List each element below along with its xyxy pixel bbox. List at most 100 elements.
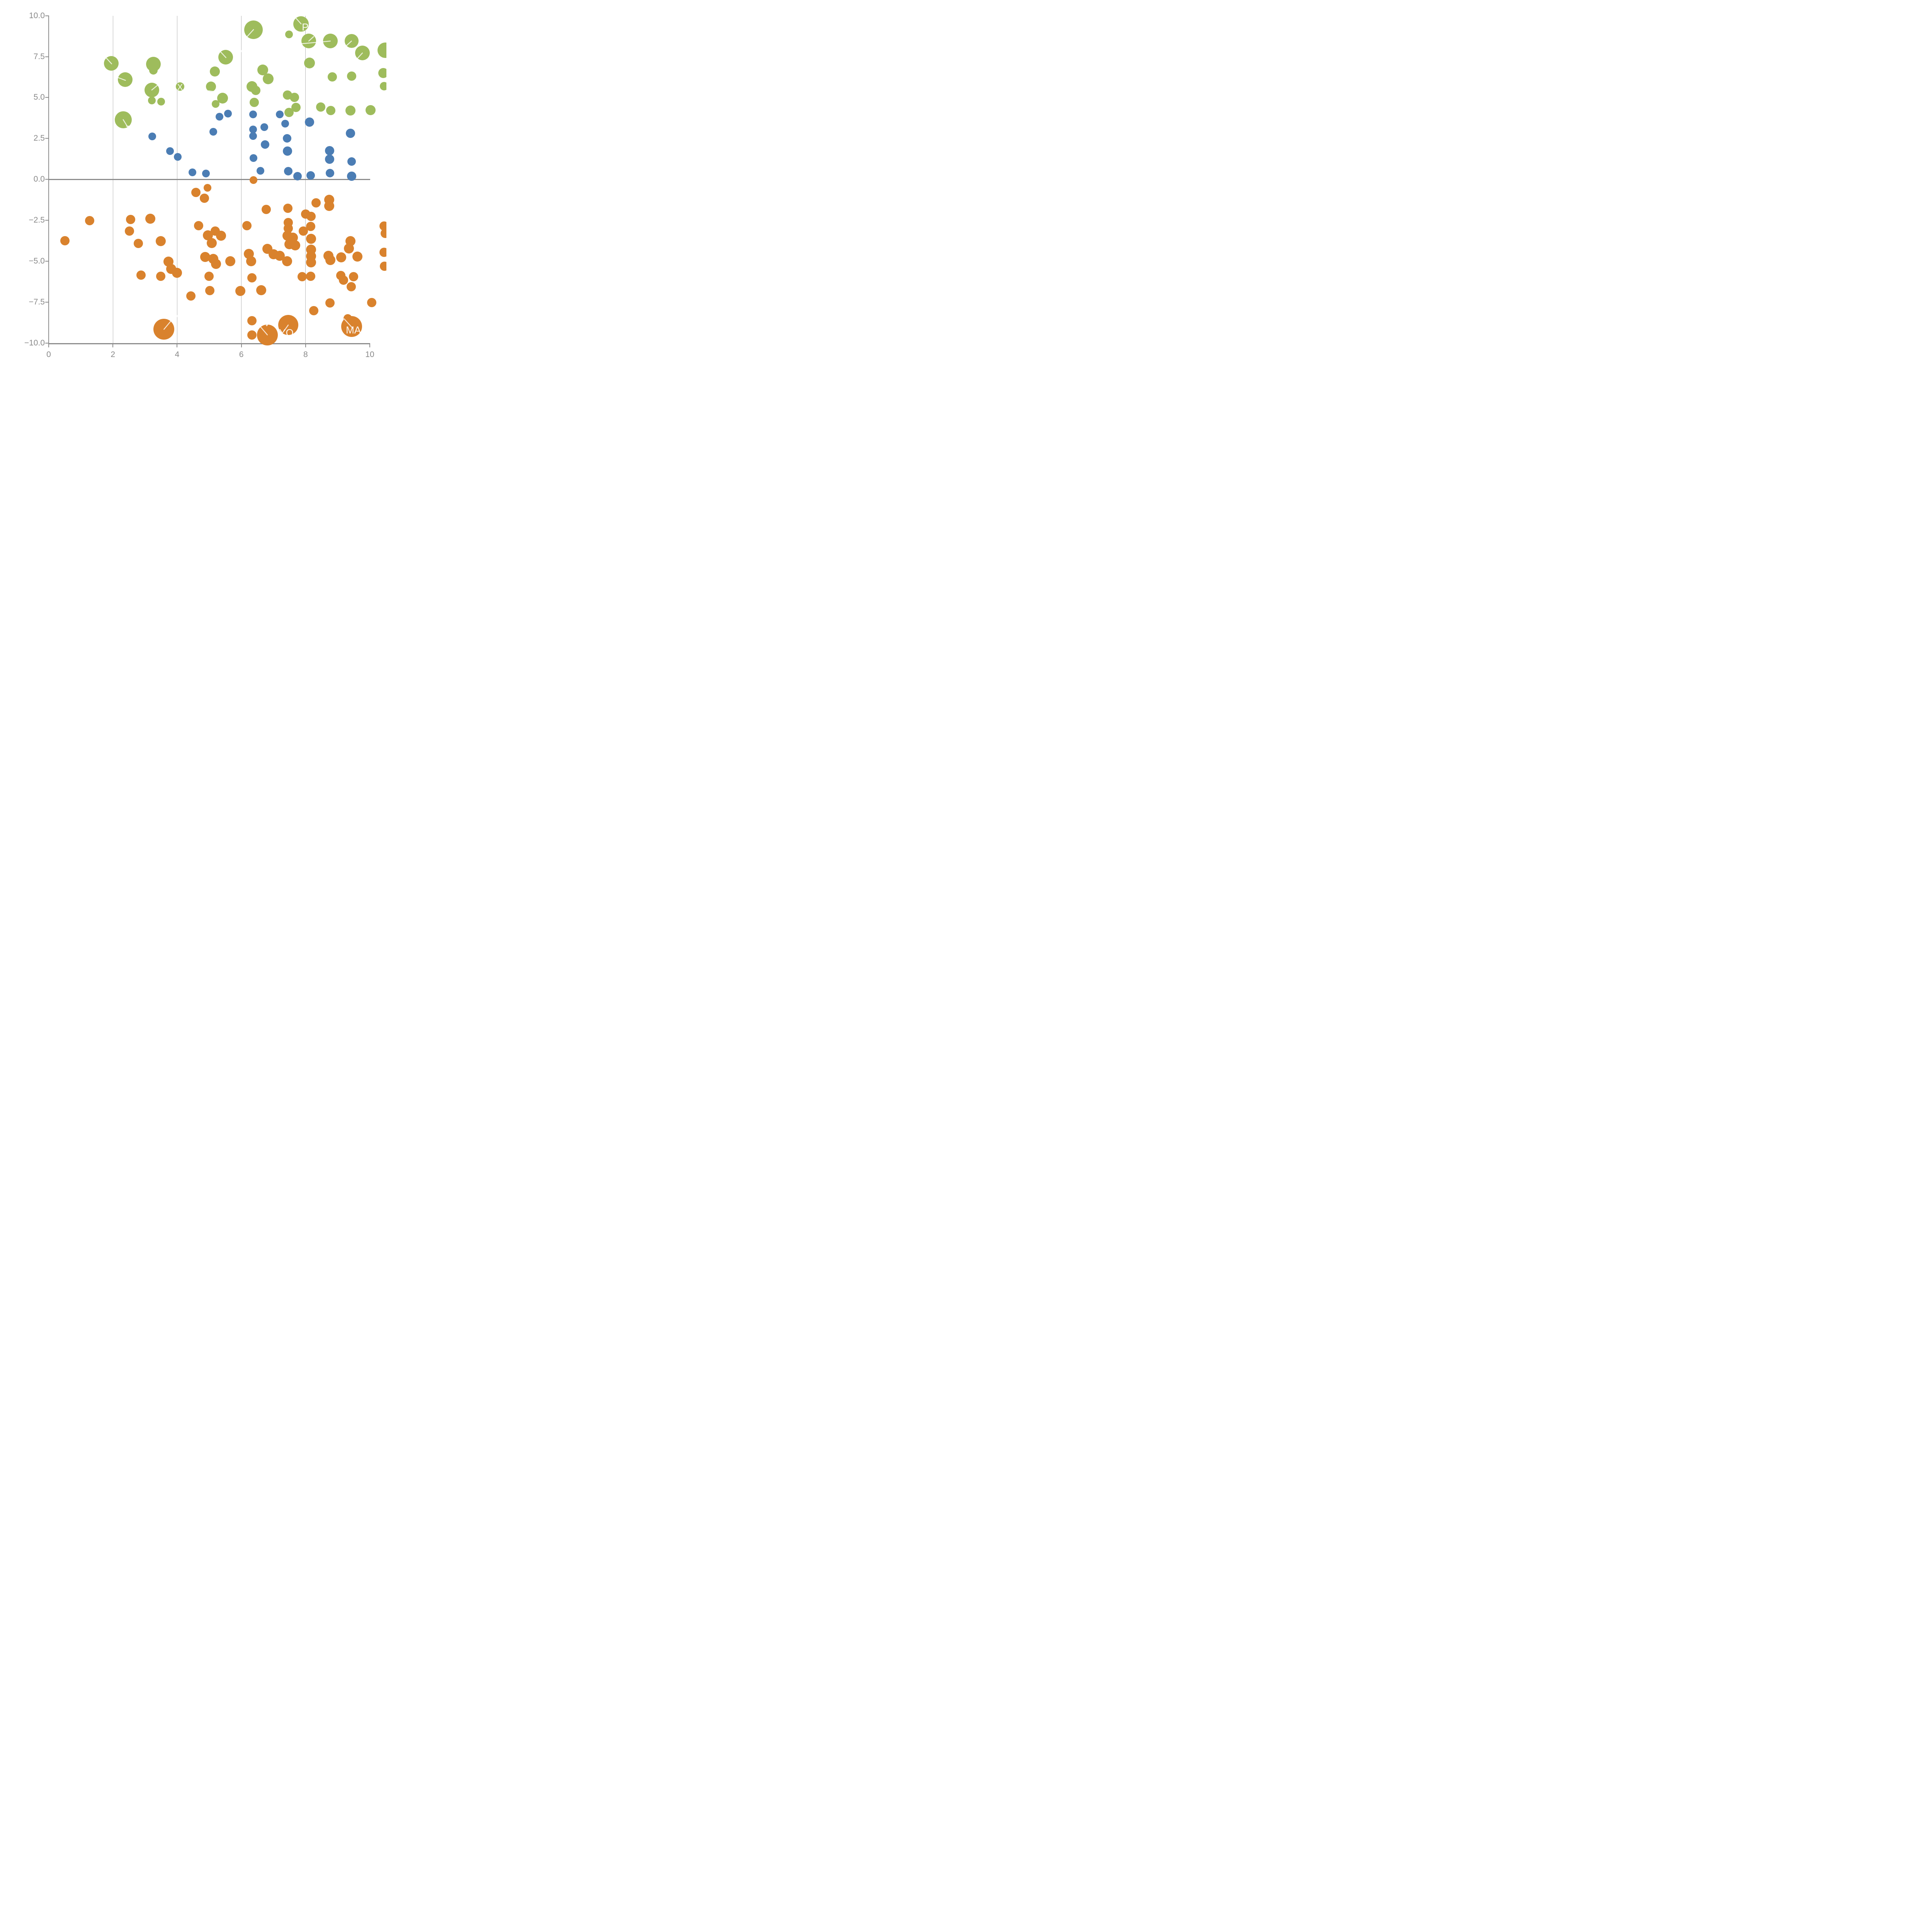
y-tick-label: 5.0 <box>33 93 45 102</box>
blue-cluster-point <box>189 168 197 176</box>
orange-cluster-point <box>247 316 257 326</box>
orange-cluster-point <box>225 256 235 266</box>
orange-cluster-point <box>250 176 258 184</box>
x-tick-label: 4 <box>175 350 180 359</box>
orange-cluster-point <box>344 243 354 253</box>
y-tick <box>45 56 48 57</box>
orange-cluster-point <box>306 211 316 221</box>
orange-cluster-point <box>153 319 175 340</box>
y-tick-label: −2.5 <box>29 216 45 225</box>
y-tick <box>45 97 48 98</box>
blue-cluster-point <box>216 112 224 121</box>
x-tick-label: 6 <box>239 350 244 359</box>
bubble-label-x: X <box>177 82 183 92</box>
orange-cluster-point <box>216 230 226 241</box>
blue-cluster-point <box>148 132 156 140</box>
orange-cluster-point <box>306 271 316 281</box>
orange-cluster-point <box>242 221 252 230</box>
y-tick-label: −10.0 <box>24 338 45 347</box>
orange-cluster-point <box>200 194 209 203</box>
green-cluster-point <box>210 66 220 77</box>
green-cluster-point <box>345 105 356 116</box>
bubble-label-ma: MA <box>346 324 361 336</box>
orange-cluster-point <box>309 306 318 315</box>
blue-cluster-point <box>261 140 270 149</box>
green-cluster-point <box>284 107 294 117</box>
green-cluster-point <box>304 58 315 69</box>
green-cluster-point <box>262 73 274 85</box>
orange-cluster-point <box>283 203 293 213</box>
x-tick-label: 10 <box>365 350 374 359</box>
bubble-label-t: T <box>126 124 132 135</box>
zero-baseline <box>48 179 370 180</box>
orange-cluster-point <box>136 270 146 280</box>
orange-cluster-point <box>246 256 257 266</box>
orange-cluster-point <box>211 259 221 269</box>
blue-cluster-point <box>249 111 257 119</box>
bubble-label-m: M <box>158 309 167 321</box>
green-cluster-point <box>144 82 159 97</box>
orange-cluster-point <box>380 261 386 271</box>
orange-cluster-point <box>306 233 316 244</box>
orange-cluster-point <box>256 285 267 296</box>
blue-cluster-point <box>347 157 356 166</box>
blue-cluster-point <box>284 167 293 176</box>
y-tick-label: 10.0 <box>29 11 45 20</box>
orange-cluster-point <box>290 240 301 250</box>
green-cluster-point <box>148 97 156 105</box>
orange-cluster-point <box>247 330 257 340</box>
orange-cluster-point <box>262 204 271 214</box>
green-cluster-point <box>218 49 233 65</box>
blue-cluster-point <box>306 171 315 180</box>
y-tick-label: 7.5 <box>33 52 45 61</box>
x-tick <box>369 344 370 347</box>
green-cluster-point <box>380 82 386 90</box>
y-tick-label: 0.0 <box>33 175 45 184</box>
green-cluster-point <box>244 20 263 39</box>
blue-cluster-point <box>260 123 269 131</box>
y-tick <box>45 342 48 344</box>
orange-cluster-point <box>306 257 316 268</box>
y-tick <box>45 261 48 262</box>
green-cluster-point <box>377 42 386 58</box>
orange-cluster-point <box>379 221 386 231</box>
blue-cluster-point <box>293 172 302 180</box>
y-tick-label: −5.0 <box>29 257 45 265</box>
orange-cluster-point <box>346 282 356 291</box>
green-cluster-point <box>217 92 228 104</box>
blue-cluster-point <box>325 146 335 156</box>
blue-cluster-point <box>276 111 284 119</box>
x-tick <box>305 344 306 347</box>
blue-cluster-point <box>325 169 334 178</box>
orange-cluster-point <box>325 255 335 265</box>
blue-cluster-point <box>304 117 314 127</box>
orange-cluster-point <box>349 272 359 282</box>
orange-cluster-point <box>367 298 376 307</box>
x-tick <box>241 344 242 347</box>
green-cluster-point <box>149 66 158 75</box>
orange-cluster-point <box>133 238 143 248</box>
orange-cluster-point <box>282 256 292 266</box>
orange-cluster-point <box>325 298 335 308</box>
blue-cluster-point <box>257 167 265 175</box>
blue-cluster-point <box>224 110 232 118</box>
y-tick <box>45 15 48 16</box>
blue-cluster-point <box>325 155 335 164</box>
green-cluster-point <box>175 82 184 91</box>
green-cluster-point <box>206 82 216 92</box>
orange-cluster-point <box>324 201 335 211</box>
orange-cluster-point <box>379 247 386 257</box>
green-cluster-point <box>157 97 165 105</box>
orange-cluster-point <box>172 267 182 278</box>
y-tick <box>45 301 48 303</box>
blue-cluster-point <box>249 126 257 133</box>
bubble-label-rs: rs <box>350 58 359 69</box>
blue-cluster-point <box>209 128 218 136</box>
y-tick-label: 2.5 <box>33 134 45 143</box>
green-cluster-point <box>316 102 325 112</box>
y-tick <box>45 138 48 139</box>
green-cluster-point <box>378 68 386 78</box>
green-cluster-point <box>323 34 338 49</box>
orange-cluster-point <box>126 215 135 224</box>
